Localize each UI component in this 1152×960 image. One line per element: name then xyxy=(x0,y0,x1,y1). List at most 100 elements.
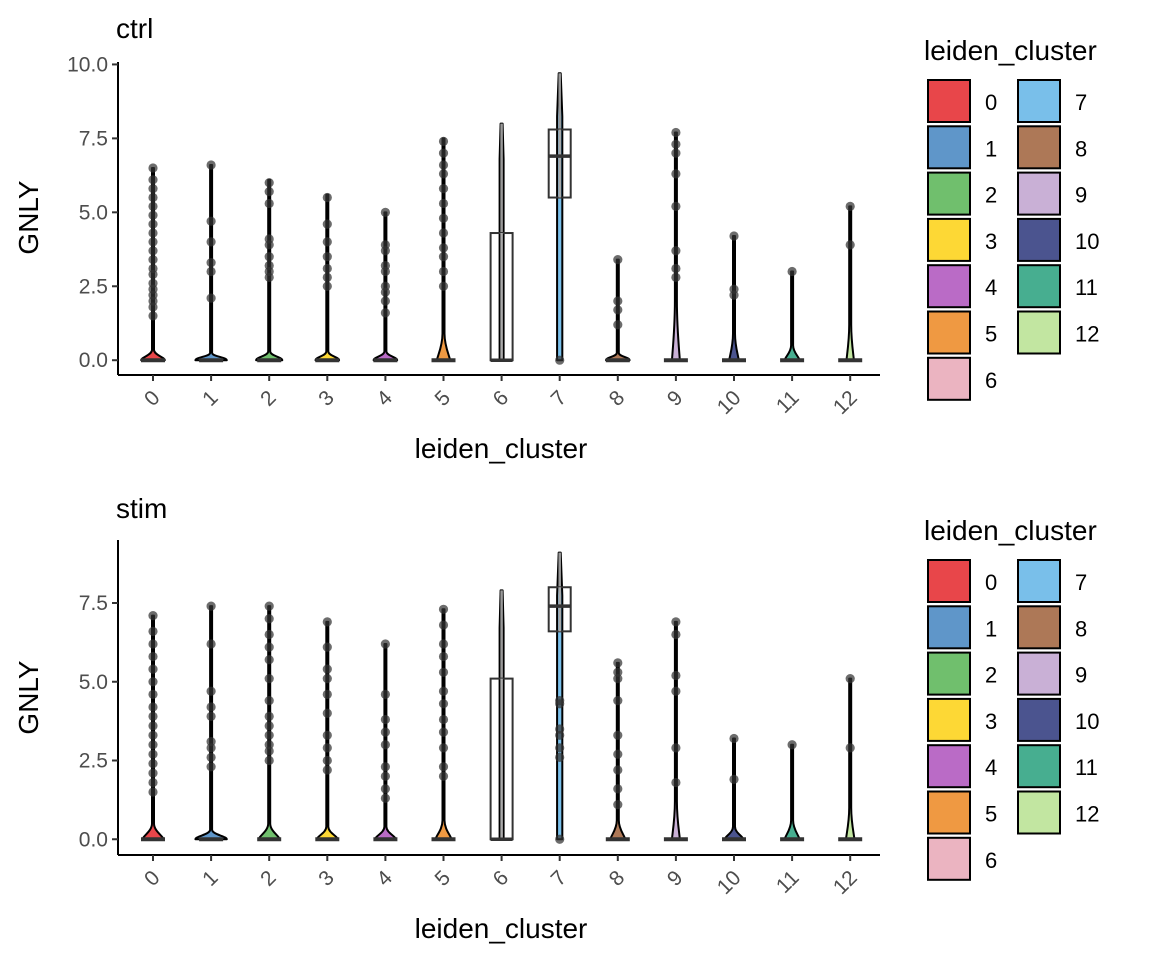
legend-key xyxy=(1017,790,1061,835)
legend-label: 11 xyxy=(1075,755,1098,780)
outlier-point xyxy=(613,667,623,677)
outlier-point xyxy=(613,800,623,810)
outlier-point xyxy=(845,743,855,753)
legend-item-5: 5 xyxy=(927,790,997,835)
outlier-point xyxy=(845,201,855,212)
legend-label: 10 xyxy=(1075,229,1099,254)
x-tick-label: 1 xyxy=(198,866,223,891)
outlier-point xyxy=(380,793,390,803)
outlier-point xyxy=(555,724,565,734)
outlier-point xyxy=(380,784,390,794)
legend-label: 5 xyxy=(985,802,997,827)
x-tick-label: 5 xyxy=(431,386,456,411)
outlier-point xyxy=(438,252,449,262)
violin-cluster-9 xyxy=(663,617,688,842)
legend-item-0: 0 xyxy=(927,559,997,603)
legend-label: 1 xyxy=(985,616,997,641)
legend-label: 3 xyxy=(985,709,997,734)
outlier-point xyxy=(264,260,274,271)
violin-cluster-10 xyxy=(722,231,746,363)
legend-item-11: 11 xyxy=(1017,264,1098,309)
legend-label: 5 xyxy=(985,322,997,347)
x-tick-label: 7 xyxy=(547,866,572,891)
outlier-point xyxy=(671,148,681,158)
outlier-point xyxy=(148,255,158,265)
legend-key xyxy=(927,264,971,309)
outlier-point xyxy=(438,228,449,238)
legend-key xyxy=(1017,559,1061,603)
legend-key xyxy=(927,651,971,696)
outlier-point xyxy=(206,266,216,277)
outlier-point xyxy=(206,258,216,268)
violin-cluster-2 xyxy=(255,178,284,363)
x-tick-label: 8 xyxy=(605,866,630,891)
x-tick-label: 8 xyxy=(605,386,630,411)
legend-key xyxy=(1017,651,1061,696)
legend-label: 0 xyxy=(985,90,997,115)
outlier-point xyxy=(322,263,332,274)
violin-cluster-10 xyxy=(722,733,746,842)
outlier-point xyxy=(438,213,449,223)
legend-item-0: 0 xyxy=(927,79,997,123)
outlier-point xyxy=(264,674,274,684)
x-tick-label: 9 xyxy=(663,866,688,891)
outlier-point xyxy=(206,216,216,226)
outlier-point xyxy=(438,639,449,649)
violin-cluster-6 xyxy=(489,122,514,362)
x-tick-label: 3 xyxy=(314,866,339,891)
legend-title: leiden_cluster xyxy=(924,515,1097,546)
legend-item-9: 9 xyxy=(1017,171,1087,216)
outlier-point xyxy=(322,765,332,775)
violin-cluster-4 xyxy=(373,639,398,842)
x-tick-label: 4 xyxy=(372,866,397,891)
outlier-point xyxy=(206,686,216,696)
legend-label: 6 xyxy=(985,368,997,393)
outlier-point xyxy=(322,708,332,718)
outlier-point xyxy=(671,246,681,256)
violin-cluster-1 xyxy=(194,601,228,842)
x-axis-label: leiden_cluster xyxy=(415,433,588,464)
outlier-point xyxy=(264,252,274,262)
legend-item-3: 3 xyxy=(927,217,997,262)
x-tick-label: 10 xyxy=(713,386,746,419)
violin-cluster-4 xyxy=(372,207,399,363)
x-tick-label: 2 xyxy=(256,386,281,411)
violin-cluster-3 xyxy=(314,192,341,363)
outlier-point xyxy=(555,743,565,753)
outlier-point xyxy=(148,163,158,173)
outlier-point xyxy=(380,714,390,725)
outlier-point xyxy=(148,730,158,740)
outlier-point xyxy=(206,639,216,649)
outlier-point xyxy=(264,740,274,750)
outlier-point xyxy=(438,184,449,194)
outlier-point xyxy=(264,711,274,722)
violin-body xyxy=(194,605,228,841)
outlier-point xyxy=(264,629,274,640)
x-tick-label: 10 xyxy=(713,866,746,899)
outlier-point xyxy=(206,160,216,170)
outlier-point xyxy=(148,689,158,699)
outlier-point xyxy=(148,787,158,797)
outlier-point xyxy=(148,749,158,759)
outlier-point xyxy=(206,743,216,753)
outlier-point xyxy=(264,178,274,188)
outlier-point xyxy=(438,714,449,725)
outlier-point xyxy=(380,296,390,306)
outlier-point xyxy=(845,674,855,684)
legend-label: 1 xyxy=(985,136,997,161)
outlier-point xyxy=(148,278,158,288)
outlier-point xyxy=(322,219,332,229)
legend-item-5: 5 xyxy=(927,310,997,355)
outlier-point xyxy=(555,752,565,762)
outlier-point xyxy=(438,651,449,662)
outlier-point xyxy=(322,743,332,753)
x-tick-label: 1 xyxy=(198,386,223,411)
legend-item-8: 8 xyxy=(1017,605,1087,650)
y-tick-label: 2.5 xyxy=(79,750,108,773)
legend-item-4: 4 xyxy=(927,264,997,309)
outlier-point xyxy=(148,192,158,203)
legend-key xyxy=(1017,171,1061,216)
outlier-point xyxy=(148,768,158,778)
